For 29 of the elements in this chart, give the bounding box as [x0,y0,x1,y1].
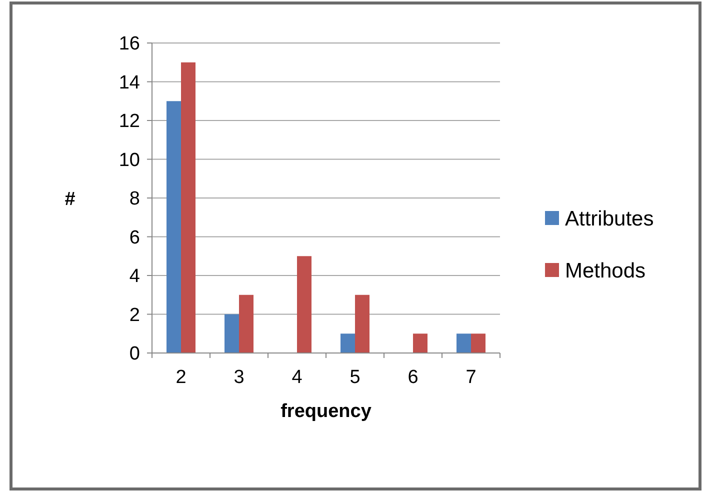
bar [355,294,370,353]
y-tick-label: 16 [118,34,140,55]
bar [413,334,428,353]
bar [224,314,239,353]
x-tick-label: 4 [292,367,303,388]
bar [340,334,355,353]
bar [181,62,196,353]
x-tick-label: 2 [176,367,186,388]
bar [471,334,486,353]
y-tick-label: 2 [129,304,140,326]
y-tick-label: 0 [129,344,140,365]
x-tick-label: 6 [408,367,418,388]
bar [297,256,312,353]
bar [166,101,181,353]
legend-label: Attributes [565,207,654,230]
y-tick-label: 4 [129,266,140,288]
bar [456,334,471,353]
bar [239,294,254,353]
x-tick-label: 5 [350,367,360,388]
y-tick-label: 10 [118,150,140,171]
x-axis-title: frequency [280,401,372,422]
y-tick-label: 6 [129,227,140,248]
x-tick-label: 3 [234,367,244,388]
x-tick-label: 7 [466,367,476,388]
y-tick-label: 12 [118,111,140,132]
y-axis-title: # [64,189,76,210]
y-tick-label: 8 [129,188,140,210]
legend-label: Methods [565,259,646,282]
y-tick-label: 14 [118,72,140,94]
